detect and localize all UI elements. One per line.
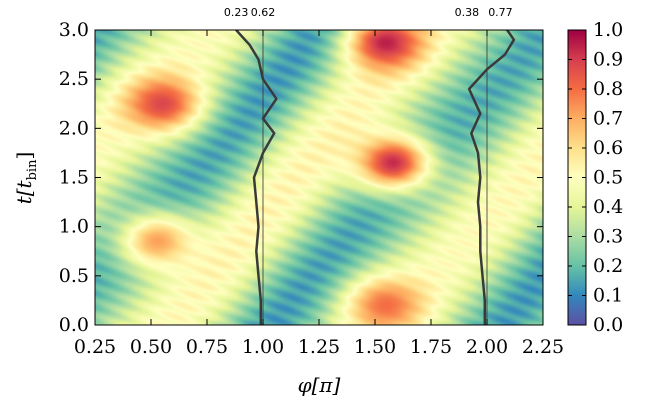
x-tick-label: 0.25 [74, 336, 116, 358]
top-annotation-label: 0.62 [251, 6, 276, 19]
x-tick-label: 1.50 [354, 336, 396, 358]
colorbar-ticks: 0.0 0.1 0.2 0.3 0.4 0.5 0.6 0.7 0.8 0.9 1.0 [568, 19, 623, 336]
profile-curve [235, 30, 278, 325]
colorbar-tick-label: 0.4 [593, 196, 623, 218]
x-tick-label: 0.50 [130, 336, 172, 358]
y-axis-label-main: t[t [12, 179, 36, 204]
plot-area [95, 30, 543, 325]
y-axis-label-close: ] [12, 152, 36, 160]
y-tick-label: 2.0 [59, 117, 89, 139]
top-annotations: 0.23 0.62 0.38 0.77 [224, 6, 513, 19]
colorbar-tick-label: 0.1 [593, 285, 623, 307]
colorbar-tick-label: 0.7 [593, 108, 623, 130]
top-annotation-label: 0.77 [488, 6, 513, 19]
y-axis-label: t[tbin] [12, 152, 40, 205]
x-tick-label: 2.00 [466, 336, 508, 358]
heatmap-image [95, 30, 543, 325]
top-annotation-label: 0.38 [455, 6, 480, 19]
colorbar-tick-label: 0.5 [593, 167, 623, 189]
top-annotation-label: 0.23 [224, 6, 249, 19]
profile-curves [235, 30, 516, 325]
y-tick-label: 0.0 [59, 314, 89, 336]
x-tick-label: 0.75 [186, 336, 228, 358]
colorbar-tick-label: 0.9 [593, 49, 623, 71]
colorbar-tick-label: 0.0 [593, 314, 623, 336]
y-tick-label: 1.5 [59, 167, 89, 189]
colorbar-tick-label: 0.6 [593, 137, 623, 159]
y-axis-label-subscript: bin [25, 159, 40, 180]
y-axis-ticks: 0.0 0.5 1.0 1.5 2.0 2.5 3.0 [59, 19, 543, 336]
y-tick-label: 2.5 [59, 68, 89, 90]
x-tick-label: 2.25 [522, 336, 564, 358]
x-tick-label: 1.25 [298, 336, 340, 358]
colorbar-tick-label: 0.3 [593, 226, 623, 248]
profile-curve [467, 30, 516, 325]
colorbar-tick-label: 1.0 [593, 19, 623, 41]
colorbar-tick-label: 0.8 [593, 78, 623, 100]
x-tick-label: 1.75 [410, 336, 452, 358]
y-tick-label: 3.0 [59, 19, 89, 41]
x-axis-label: φ[π] [298, 373, 341, 397]
y-tick-label: 1.0 [59, 216, 89, 238]
y-tick-label: 0.5 [59, 265, 89, 287]
x-axis-ticks: 0.25 0.50 0.75 1.00 1.25 1.50 1.75 2.00 2.25 [74, 30, 564, 358]
x-tick-label: 1.00 [242, 336, 284, 358]
colorbar-tick-label: 0.2 [593, 255, 623, 277]
